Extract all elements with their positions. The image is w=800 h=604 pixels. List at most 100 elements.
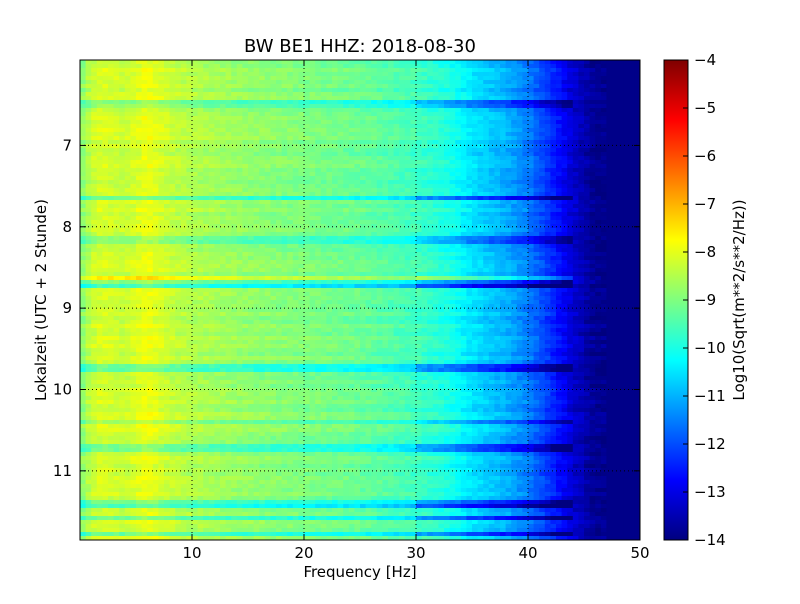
heatmap-cell <box>483 72 490 77</box>
heatmap-cell <box>466 228 473 233</box>
heatmap-cell <box>270 140 277 145</box>
heatmap-cell <box>220 64 227 69</box>
heatmap-cell <box>578 156 585 161</box>
heatmap-cell <box>253 212 260 217</box>
heatmap-cell <box>124 180 131 185</box>
heatmap-cell <box>404 84 411 89</box>
heatmap-cell <box>332 244 339 249</box>
heatmap-cell <box>600 240 607 245</box>
heatmap-cell <box>460 108 467 113</box>
heatmap-cell <box>141 144 148 149</box>
heatmap-cell <box>343 188 350 193</box>
heatmap-cell <box>220 80 227 85</box>
heatmap-cell <box>567 128 574 133</box>
heatmap-cell <box>455 88 462 93</box>
heatmap-cell <box>488 232 495 237</box>
heatmap-cell <box>612 164 619 169</box>
heatmap-cell <box>572 172 579 177</box>
heatmap-cell <box>231 72 238 77</box>
heatmap-cell <box>399 104 406 109</box>
heatmap-cell <box>119 92 126 97</box>
heatmap-cell <box>220 180 227 185</box>
heatmap-cell <box>192 120 199 125</box>
heatmap-cell <box>113 212 120 217</box>
heatmap-cell <box>483 172 490 177</box>
heatmap-cell <box>231 140 238 145</box>
heatmap-cell <box>158 104 165 109</box>
heatmap-cell <box>343 244 350 249</box>
heatmap-cell <box>572 60 579 65</box>
heatmap-cell <box>572 136 579 141</box>
heatmap-cell <box>477 88 484 93</box>
heatmap-cell <box>438 88 445 93</box>
heatmap-cell <box>259 248 266 253</box>
heatmap-cell <box>466 220 473 225</box>
heatmap-cell <box>612 192 619 197</box>
heatmap-cell <box>208 100 215 105</box>
heatmap-cell <box>388 136 395 141</box>
heatmap-cell <box>96 172 103 177</box>
heatmap-cell <box>141 136 148 141</box>
heatmap-cell <box>192 180 199 185</box>
heatmap-cell <box>332 180 339 185</box>
heatmap-cell <box>96 216 103 221</box>
heatmap-cell <box>264 60 271 65</box>
heatmap-cell <box>505 64 512 69</box>
heatmap-cell <box>91 240 98 245</box>
heatmap-cell <box>365 124 372 129</box>
heatmap-cell <box>186 140 193 145</box>
heatmap-cell <box>472 80 479 85</box>
heatmap-cell <box>315 192 322 197</box>
heatmap-cell <box>208 140 215 145</box>
heatmap-cell <box>192 88 199 93</box>
heatmap-cell <box>242 168 249 173</box>
heatmap-cell <box>623 80 630 85</box>
heatmap-cell <box>472 136 479 141</box>
heatmap-cell <box>298 168 305 173</box>
heatmap-cell <box>505 72 512 77</box>
heatmap-cell <box>399 188 406 193</box>
heatmap-cell <box>270 208 277 213</box>
heatmap-cell <box>628 88 635 93</box>
heatmap-cell <box>528 152 535 157</box>
heatmap-cell <box>567 228 574 233</box>
heatmap-cell <box>259 136 266 141</box>
heatmap-cell <box>533 208 540 213</box>
heatmap-cell <box>130 104 137 109</box>
heatmap-cell <box>410 80 417 85</box>
heatmap-cell <box>147 236 154 241</box>
heatmap-cell <box>472 180 479 185</box>
heatmap-cell <box>567 188 574 193</box>
heatmap-cell <box>203 216 210 221</box>
heatmap-cell <box>600 60 607 65</box>
heatmap-cell <box>556 72 563 77</box>
heatmap-cell <box>365 152 372 157</box>
heatmap-cell <box>427 188 434 193</box>
heatmap-cell <box>578 108 585 113</box>
heatmap-cell <box>589 100 596 105</box>
heatmap-cell <box>382 232 389 237</box>
heatmap-cell <box>287 220 294 225</box>
heatmap-cell <box>416 196 423 201</box>
heatmap-cell <box>276 152 283 157</box>
heatmap-cell <box>466 124 473 129</box>
heatmap-cell <box>152 204 159 209</box>
heatmap-cell <box>80 144 87 149</box>
heatmap-cell <box>332 216 339 221</box>
heatmap-cell <box>466 160 473 165</box>
heatmap-cell <box>96 200 103 205</box>
heatmap-cell <box>141 120 148 125</box>
heatmap-cell <box>595 204 602 209</box>
heatmap-cell <box>208 120 215 125</box>
heatmap-cell <box>259 96 266 101</box>
heatmap-cell <box>449 116 456 121</box>
heatmap-cell <box>628 168 635 173</box>
heatmap-cell <box>136 104 143 109</box>
heatmap-cell <box>427 244 434 249</box>
heatmap-cell <box>404 224 411 229</box>
heatmap-cell <box>203 84 210 89</box>
heatmap-cell <box>91 224 98 229</box>
heatmap-cell <box>404 196 411 201</box>
heatmap-cell <box>455 76 462 81</box>
heatmap-cell <box>197 244 204 249</box>
